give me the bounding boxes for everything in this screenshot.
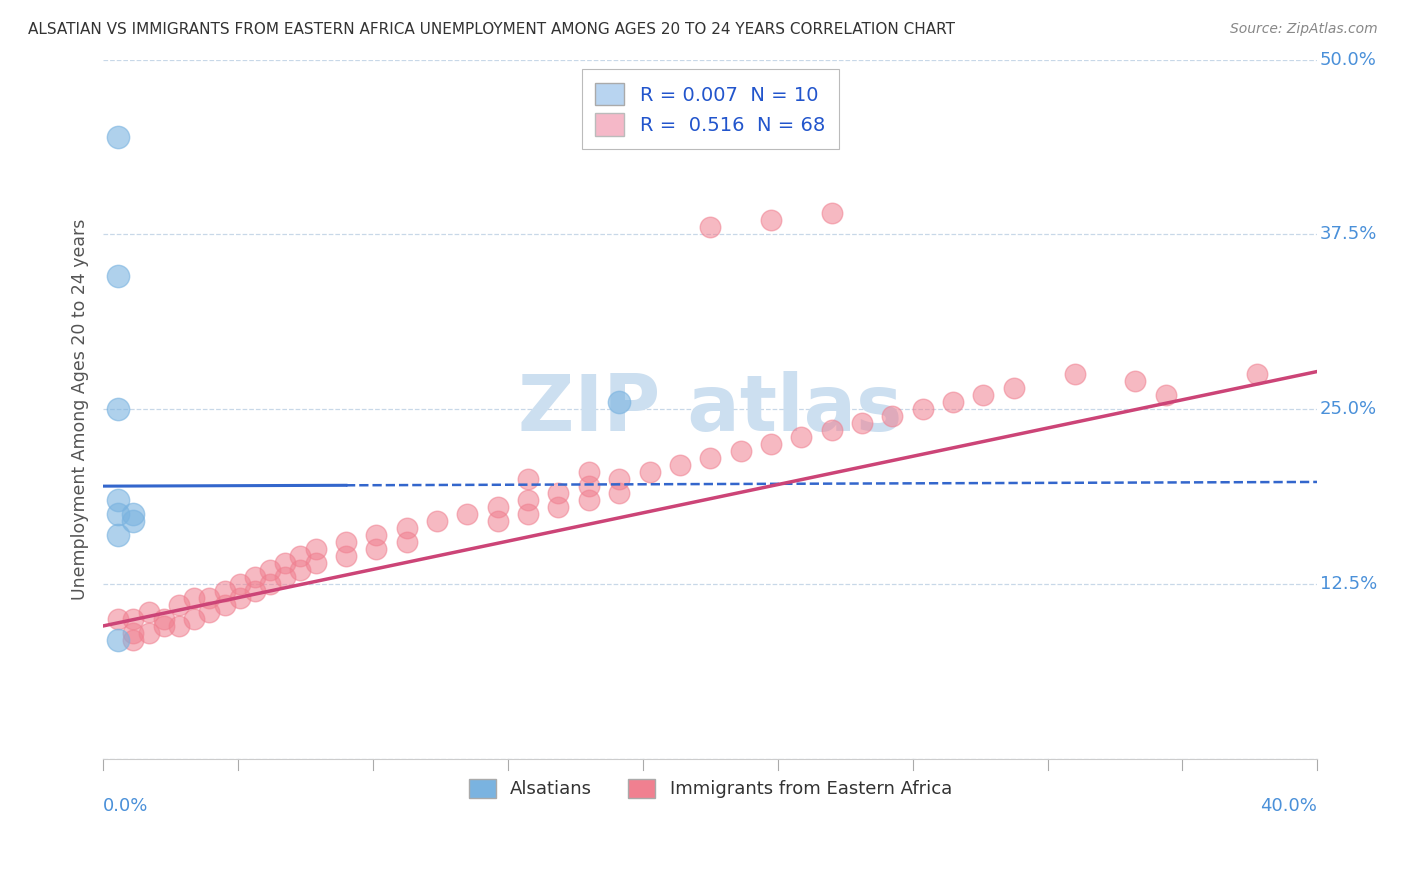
Point — [107, 632, 129, 647]
Point — [122, 507, 145, 521]
Point — [304, 542, 326, 557]
Text: ALSATIAN VS IMMIGRANTS FROM EASTERN AFRICA UNEMPLOYMENT AMONG AGES 20 TO 24 YEAR: ALSATIAN VS IMMIGRANTS FROM EASTERN AFRI… — [28, 22, 955, 37]
Point — [638, 465, 661, 479]
Text: 25.0%: 25.0% — [1320, 401, 1376, 418]
Point — [1154, 388, 1177, 402]
Point — [790, 430, 813, 444]
Point — [972, 388, 994, 402]
Point — [167, 619, 190, 633]
Point — [669, 458, 692, 472]
Point — [911, 402, 934, 417]
Point — [274, 570, 297, 584]
Point — [851, 416, 873, 430]
Point — [395, 521, 418, 535]
Point — [1123, 374, 1146, 388]
Point — [699, 451, 721, 466]
Point — [366, 528, 388, 542]
Point — [107, 493, 129, 508]
Point — [821, 206, 844, 220]
Point — [122, 514, 145, 528]
Point — [335, 549, 357, 563]
Point — [547, 486, 569, 500]
Point — [138, 605, 160, 619]
Text: ZIP atlas: ZIP atlas — [519, 371, 903, 447]
Text: 37.5%: 37.5% — [1320, 226, 1378, 244]
Point — [107, 269, 129, 284]
Point — [122, 632, 145, 647]
Point — [395, 535, 418, 549]
Point — [214, 598, 236, 612]
Point — [153, 612, 176, 626]
Point — [759, 213, 782, 227]
Point — [122, 612, 145, 626]
Point — [122, 626, 145, 640]
Point — [578, 493, 600, 508]
Text: 40.0%: 40.0% — [1261, 797, 1317, 815]
Point — [107, 612, 129, 626]
Point — [183, 591, 205, 605]
Point — [229, 577, 252, 591]
Point — [214, 584, 236, 599]
Point — [366, 542, 388, 557]
Point — [578, 465, 600, 479]
Point — [259, 577, 281, 591]
Point — [290, 549, 312, 563]
Text: Source: ZipAtlas.com: Source: ZipAtlas.com — [1230, 22, 1378, 37]
Point — [578, 479, 600, 493]
Text: 0.0%: 0.0% — [103, 797, 149, 815]
Point — [107, 507, 129, 521]
Point — [1063, 368, 1085, 382]
Point — [486, 500, 509, 515]
Point — [167, 598, 190, 612]
Point — [243, 570, 266, 584]
Point — [942, 395, 965, 409]
Point — [607, 395, 630, 409]
Legend: R = 0.007  N = 10, R =  0.516  N = 68: R = 0.007 N = 10, R = 0.516 N = 68 — [582, 70, 839, 149]
Point — [759, 437, 782, 451]
Point — [517, 507, 540, 521]
Y-axis label: Unemployment Among Ages 20 to 24 years: Unemployment Among Ages 20 to 24 years — [72, 219, 89, 600]
Point — [607, 472, 630, 486]
Point — [517, 493, 540, 508]
Point — [107, 129, 129, 144]
Point — [243, 584, 266, 599]
Point — [821, 423, 844, 437]
Point — [290, 563, 312, 577]
Point — [456, 507, 478, 521]
Point — [335, 535, 357, 549]
Point — [107, 402, 129, 417]
Point — [882, 409, 904, 424]
Point — [198, 591, 221, 605]
Point — [607, 486, 630, 500]
Point — [486, 514, 509, 528]
Point — [304, 556, 326, 570]
Point — [547, 500, 569, 515]
Text: 50.0%: 50.0% — [1320, 51, 1376, 69]
Point — [198, 605, 221, 619]
Point — [229, 591, 252, 605]
Point — [517, 472, 540, 486]
Text: 12.5%: 12.5% — [1320, 575, 1376, 593]
Point — [259, 563, 281, 577]
Point — [138, 626, 160, 640]
Point — [699, 220, 721, 235]
Point — [426, 514, 449, 528]
Point — [107, 528, 129, 542]
Point — [730, 444, 752, 458]
Point — [153, 619, 176, 633]
Point — [183, 612, 205, 626]
Point — [1002, 381, 1025, 395]
Point — [1246, 368, 1268, 382]
Point — [274, 556, 297, 570]
